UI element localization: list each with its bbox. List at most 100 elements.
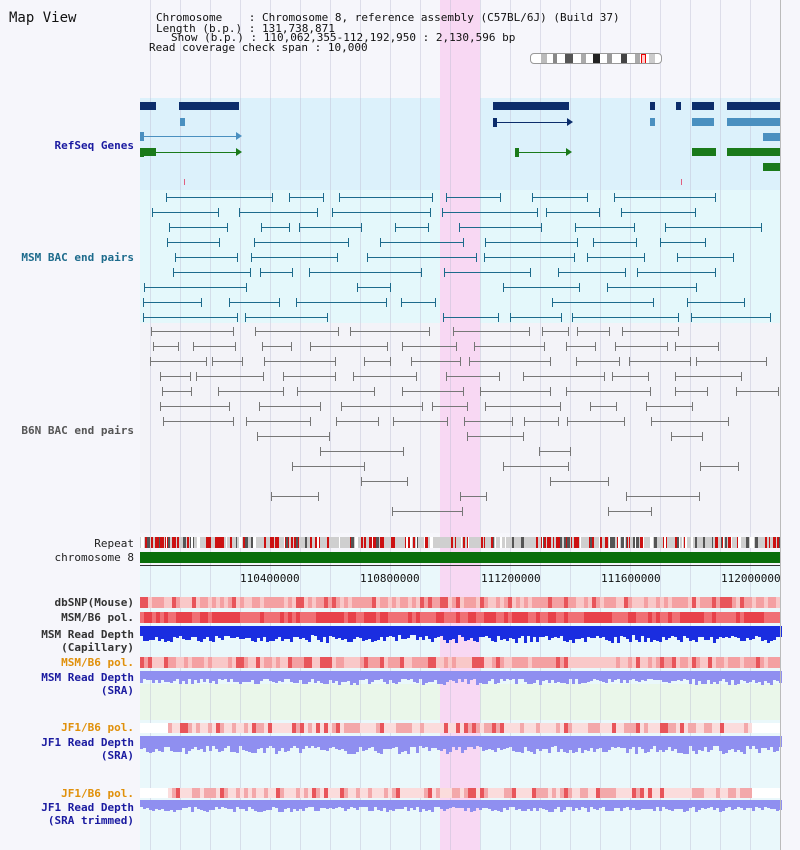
bac-pair-line[interactable] (687, 302, 744, 303)
bac-pair-line[interactable] (332, 212, 430, 213)
bac-pair-line[interactable] (651, 421, 728, 422)
bac-pair-line[interactable] (626, 496, 699, 497)
bac-pair-line[interactable] (671, 436, 702, 437)
bac-pair-line[interactable] (621, 212, 695, 213)
bac-pair-line[interactable] (259, 406, 320, 407)
track-label-msm-depth-cap-1[interactable]: MSM Read Depth (41, 628, 134, 641)
bac-pair-line[interactable] (576, 361, 619, 362)
bac-pair-line[interactable] (254, 242, 348, 243)
bac-pair-line[interactable] (364, 361, 390, 362)
bac-pair-line[interactable] (700, 466, 738, 467)
jf1-b6-pol-strip-1[interactable] (140, 723, 780, 733)
bac-pair-line[interactable] (341, 406, 422, 407)
bac-pair-line[interactable] (380, 242, 463, 243)
bac-pair-line[interactable] (566, 346, 595, 347)
bac-pair-line[interactable] (262, 346, 291, 347)
bac-pair-line[interactable] (567, 421, 624, 422)
bac-pair-line[interactable] (395, 227, 428, 228)
bac-pair-line[interactable] (675, 346, 718, 347)
gene-block[interactable] (179, 102, 239, 110)
gene-block[interactable] (676, 102, 681, 110)
bac-pair-line[interactable] (193, 346, 235, 347)
bac-pair-line[interactable] (160, 376, 190, 377)
bac-pair-line[interactable] (542, 331, 568, 332)
bac-pair-line[interactable] (297, 391, 374, 392)
bac-pair-line[interactable] (660, 242, 705, 243)
bac-pair-line[interactable] (246, 421, 310, 422)
bac-pair-line[interactable] (532, 197, 587, 198)
bac-pair-line[interactable] (480, 391, 550, 392)
bac-pair-line[interactable] (169, 227, 227, 228)
bac-pair-line[interactable] (175, 257, 237, 258)
bac-pair-line[interactable] (163, 421, 233, 422)
gene-block[interactable] (763, 133, 781, 141)
bac-pair-line[interactable] (255, 331, 338, 332)
bac-pair-line[interactable] (469, 361, 550, 362)
bac-pair-line[interactable] (153, 346, 178, 347)
track-label-msm-b6-pol-2[interactable]: MSM/B6 pol. (61, 656, 134, 669)
bac-pair-line[interactable] (264, 361, 335, 362)
gene-exon[interactable] (515, 148, 519, 157)
gene-block[interactable] (493, 102, 569, 110)
bac-pair-line[interactable] (558, 272, 625, 273)
bac-pair-line[interactable] (289, 197, 323, 198)
bac-pair-line[interactable] (296, 302, 386, 303)
bac-pair-line[interactable] (665, 227, 761, 228)
track-label-jf1-b6-pol-1[interactable]: JF1/B6 pol. (61, 721, 134, 734)
bac-pair-line[interactable] (646, 406, 692, 407)
msm-b6-pol-strip-2[interactable] (140, 657, 780, 668)
bac-pair-line[interactable] (446, 197, 500, 198)
bac-pair-line[interactable] (411, 361, 460, 362)
bac-pair-line[interactable] (446, 376, 499, 377)
bac-pair-line[interactable] (566, 391, 650, 392)
bac-pair-line[interactable] (361, 481, 407, 482)
track-label-jf1-depth-trim-1[interactable]: JF1 Read Depth (41, 801, 134, 814)
bac-pair-line[interactable] (160, 406, 229, 407)
bac-pair-line[interactable] (453, 331, 529, 332)
bac-pair-line[interactable] (367, 257, 476, 258)
bac-pair-line[interactable] (474, 346, 544, 347)
track-label-repeat[interactable]: Repeat (94, 537, 134, 550)
bac-pair-line[interactable] (577, 331, 609, 332)
bac-pair-line[interactable] (144, 287, 246, 288)
bac-pair-line[interactable] (675, 376, 741, 377)
bac-pair-line[interactable] (614, 197, 715, 198)
bac-pair-line[interactable] (608, 511, 651, 512)
track-label-msm-depth-sra-1[interactable]: MSM Read Depth (41, 671, 134, 684)
track-label-jf1-depth-sra-1[interactable]: JF1 Read Depth (41, 736, 134, 749)
bac-pair-line[interactable] (590, 406, 616, 407)
msm-depth-capillary-strip[interactable] (140, 626, 782, 643)
bac-pair-line[interactable] (196, 376, 263, 377)
bac-pair-line[interactable] (503, 287, 579, 288)
dbsnp-strip[interactable] (140, 597, 780, 608)
bac-pair-line[interactable] (150, 361, 206, 362)
bac-pair-line[interactable] (271, 496, 318, 497)
bac-pair-line[interactable] (464, 421, 512, 422)
bac-pair-line[interactable] (539, 451, 570, 452)
bac-pair-line[interactable] (336, 421, 378, 422)
bac-pair-line[interactable] (239, 212, 317, 213)
bac-pair-line[interactable] (622, 331, 678, 332)
bac-pair-line[interactable] (283, 376, 335, 377)
msm-depth-sra-strip[interactable] (140, 671, 782, 685)
bac-pair-line[interactable] (402, 346, 456, 347)
bac-pair-line[interactable] (162, 391, 191, 392)
gene-block[interactable] (140, 148, 156, 156)
gene-block[interactable] (692, 148, 716, 156)
bac-pair-line[interactable] (607, 287, 696, 288)
bac-pair-line[interactable] (612, 376, 648, 377)
bac-pair-line[interactable] (677, 257, 733, 258)
bac-pair-line[interactable] (229, 302, 279, 303)
bac-pair-line[interactable] (444, 272, 530, 273)
jf1-depth-sra-strip[interactable] (140, 736, 782, 754)
bac-pair-line[interactable] (151, 331, 233, 332)
bac-pair-line[interactable] (484, 257, 574, 258)
bac-pair-line[interactable] (353, 376, 416, 377)
bac-pair-line[interactable] (432, 406, 467, 407)
bac-pair-line[interactable] (485, 242, 577, 243)
bac-pair-line[interactable] (629, 361, 690, 362)
jf1-b6-pol-strip-2[interactable] (140, 788, 780, 798)
bac-pair-line[interactable] (615, 346, 667, 347)
repeat-track-bar[interactable] (140, 537, 780, 548)
bac-pair-line[interactable] (166, 197, 272, 198)
